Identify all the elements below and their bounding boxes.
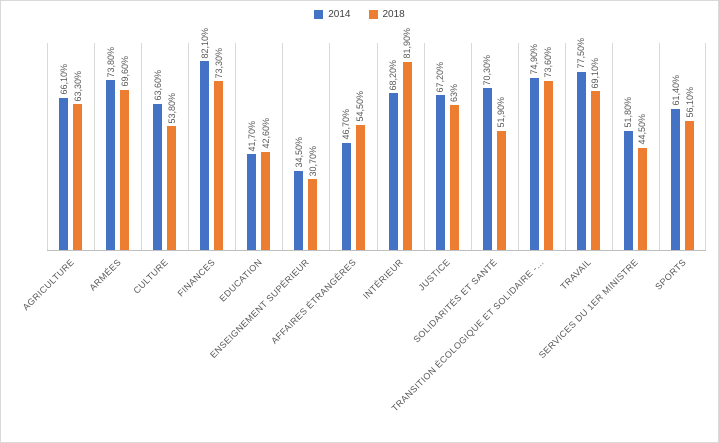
bar-2014-11[interactable] bbox=[576, 71, 586, 250]
bar-2018-0[interactable] bbox=[73, 104, 82, 250]
category-label: ENSEIGNEMENT SUPÉRIEUR bbox=[207, 257, 311, 361]
gridline bbox=[424, 43, 425, 250]
bar-value-label: 41,70% bbox=[246, 120, 257, 152]
bar-2014-10[interactable] bbox=[529, 77, 539, 250]
legend: 2014 2018 bbox=[1, 9, 718, 20]
bar-value-label: 63% bbox=[449, 84, 460, 103]
category-label: CULTURE bbox=[131, 257, 170, 296]
bar-value-label: 30,70% bbox=[307, 145, 318, 177]
gridline bbox=[235, 43, 236, 250]
category-label: SPORTS bbox=[652, 257, 688, 292]
bar-value-label: 82,10% bbox=[199, 27, 210, 59]
bar-value-label: 56,10% bbox=[684, 87, 695, 118]
bar-value-label: 44,50% bbox=[637, 114, 648, 145]
category-label: INTÉRIEUR bbox=[361, 257, 406, 301]
gridline bbox=[659, 43, 660, 250]
legend-item-2018[interactable]: 2018 bbox=[368, 9, 405, 20]
category-label: SERVICES DU 1ER MINISTRE bbox=[537, 257, 641, 361]
bar-value-label: 68,20% bbox=[388, 59, 398, 91]
gridline bbox=[705, 43, 706, 250]
gridline bbox=[188, 43, 189, 250]
bar-2018-3[interactable] bbox=[214, 81, 224, 250]
category-label: SOLIDARITÉS ET SANTÉ bbox=[411, 257, 500, 345]
bar-value-label: 46,70% bbox=[341, 109, 351, 140]
legend-item-2014[interactable]: 2014 bbox=[314, 9, 351, 20]
bar-value-label: 51,90% bbox=[496, 97, 507, 128]
bar-value-label: 73,60% bbox=[543, 47, 554, 78]
bar-value-label: 74,90% bbox=[529, 44, 540, 75]
bar-2014-2[interactable] bbox=[153, 103, 163, 250]
category-label: AFFAIRES ÉTRANGÈRES bbox=[269, 257, 359, 346]
bar-2018-12[interactable] bbox=[637, 147, 647, 250]
gridline bbox=[377, 43, 378, 250]
gridline bbox=[471, 43, 472, 250]
bar-2018-11[interactable] bbox=[590, 91, 600, 250]
bar-value-label: 53,80% bbox=[166, 92, 177, 124]
gridline bbox=[565, 43, 566, 250]
bar-value-label: 63,30% bbox=[72, 70, 83, 102]
bar-2014-8[interactable] bbox=[435, 95, 445, 250]
bar-2018-10[interactable] bbox=[543, 80, 553, 250]
gridline bbox=[518, 43, 519, 250]
bar-value-label: 42,60% bbox=[260, 118, 271, 149]
gridline bbox=[141, 43, 142, 250]
legend-swatch-2018-icon bbox=[368, 10, 378, 19]
bar-value-label: 69,60% bbox=[119, 56, 130, 87]
bar-value-label: 73,30% bbox=[213, 47, 224, 79]
bar-value-label: 34,50% bbox=[293, 137, 304, 168]
legend-label-2018: 2018 bbox=[382, 9, 405, 20]
bar-value-label: 66,10% bbox=[58, 64, 69, 95]
bar-2018-2[interactable] bbox=[167, 126, 177, 250]
bar-2014-3[interactable] bbox=[200, 61, 210, 250]
gridline bbox=[329, 43, 330, 250]
category-label: JUSTICE bbox=[416, 257, 453, 293]
bar-2014-6[interactable] bbox=[341, 142, 351, 250]
bar-2018-5[interactable] bbox=[308, 179, 318, 250]
category-label: TRANSITION ÉCOLOGIQUE ET SOLIDAIRE -… bbox=[389, 257, 547, 414]
bar-value-label: 54,50% bbox=[355, 91, 365, 122]
legend-swatch-2014-icon bbox=[314, 10, 324, 19]
bar-value-label: 67,20% bbox=[435, 61, 446, 93]
bar-2018-8[interactable] bbox=[449, 105, 459, 250]
category-label: TRAVAIL bbox=[558, 257, 594, 292]
bar-2018-7[interactable] bbox=[402, 61, 412, 250]
bar-value-label: 61,40% bbox=[670, 75, 681, 106]
bar-2018-4[interactable] bbox=[261, 152, 271, 250]
bar-2014-0[interactable] bbox=[59, 98, 68, 250]
plot-area: 66,10% 73,80% 63,60% 82,10% 41,70% 34,50% 46,7… bbox=[47, 28, 706, 251]
legend-label-2014: 2014 bbox=[328, 9, 351, 20]
bar-value-label: 77,50% bbox=[576, 38, 587, 69]
gridline bbox=[94, 43, 95, 250]
bar-2014-1[interactable] bbox=[106, 80, 116, 250]
category-label: FINANCES bbox=[175, 257, 217, 299]
bar-value-label: 73,80% bbox=[105, 46, 116, 78]
bar-value-label: 70,30% bbox=[482, 54, 493, 86]
bar-2018-1[interactable] bbox=[120, 89, 130, 250]
bar-2014-4[interactable] bbox=[247, 154, 257, 250]
bar-2014-5[interactable] bbox=[294, 170, 304, 250]
gridline bbox=[612, 43, 613, 250]
gridline bbox=[47, 43, 48, 250]
bar-2014-9[interactable] bbox=[482, 88, 492, 250]
bar-2018-9[interactable] bbox=[496, 130, 506, 250]
bar-value-label: 69,10% bbox=[590, 57, 601, 89]
bar-value-label: 51,80% bbox=[623, 97, 634, 128]
gridline bbox=[282, 43, 283, 250]
bar-2014-12[interactable] bbox=[623, 130, 633, 250]
bar-2018-6[interactable] bbox=[355, 124, 365, 250]
category-label: EDUCATION bbox=[217, 257, 264, 304]
bar-value-label: 63,60% bbox=[152, 70, 163, 101]
bar-2014-7[interactable] bbox=[388, 93, 398, 250]
bar-value-label: 81,90% bbox=[402, 28, 412, 59]
bar-2018-13[interactable] bbox=[685, 121, 694, 250]
bar-2014-13[interactable] bbox=[671, 108, 680, 250]
